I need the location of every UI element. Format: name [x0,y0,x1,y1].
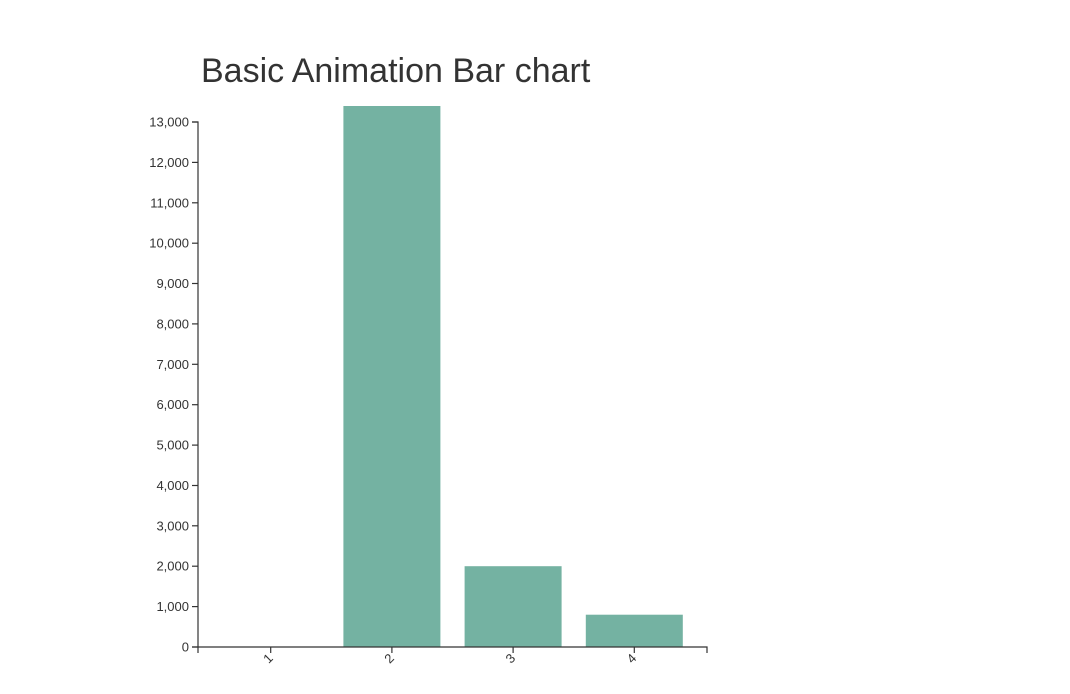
bar-2 [343,106,441,647]
y-tick-label: 6,000 [156,397,189,412]
y-tick-label: 1,000 [156,599,189,614]
chart-title: Basic Animation Bar chart [201,52,591,90]
y-tick-label: 13,000 [149,115,189,130]
y-tick-label: 3,000 [156,518,189,533]
y-tick-label: 11,000 [150,195,189,210]
x-axis-line [197,646,708,653]
x-tick-label: 3 [502,651,518,667]
x-tick-label: 1 [260,651,276,667]
y-tick-label: 4,000 [156,478,189,493]
x-axis: 1 2 3 4 [197,646,708,667]
x-tick-label: 4 [624,651,640,667]
bar-4 [585,614,683,647]
y-tick-label: 9,000 [156,276,189,291]
x-tick-label: 2 [381,651,397,667]
y-axis-line [192,121,199,648]
y-tick-label: 10,000 [149,236,189,251]
bars-group [343,106,683,647]
y-tick-label: 2,000 [156,559,189,574]
y-tick-label: 5,000 [156,438,189,453]
y-tick-label: 0 [182,640,189,655]
y-tick-label: 7,000 [156,357,189,372]
y-tick-label: 8,000 [156,316,189,331]
y-axis: 0 1,000 2,000 3,000 4,000 5,000 6,000 7,000 8,00… [149,115,199,655]
y-tick-label: 12,000 [149,155,189,170]
bar-3 [464,566,562,647]
